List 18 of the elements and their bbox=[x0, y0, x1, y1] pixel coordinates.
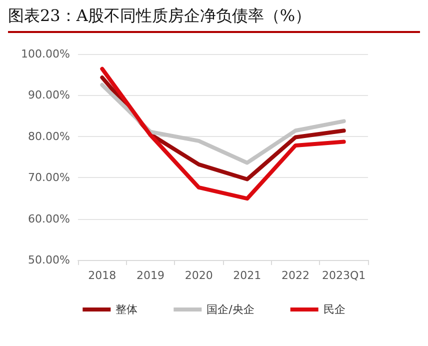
x-tick-label: 2018 bbox=[88, 269, 116, 282]
y-tick-label: 100.00% bbox=[21, 48, 70, 60]
y-tick-label: 70.00% bbox=[28, 171, 70, 184]
legend-label: 国企/央企 bbox=[206, 303, 254, 316]
x-tick-label: 2021 bbox=[233, 269, 262, 282]
x-tick-label: 2020 bbox=[184, 269, 213, 282]
y-tick-label: 50.00% bbox=[28, 254, 70, 266]
line-series bbox=[100, 66, 346, 201]
y-tick-label: 60.00% bbox=[28, 212, 70, 226]
legend-label: 民企 bbox=[323, 303, 346, 316]
legend-label: 整体 bbox=[116, 303, 138, 316]
line-series bbox=[100, 82, 346, 165]
x-tick-label: 2019 bbox=[136, 269, 164, 282]
x-tick-label: 2022 bbox=[282, 269, 310, 282]
y-tick-label: 90.00% bbox=[28, 88, 70, 102]
y-tick-label: 80.00% bbox=[28, 130, 70, 143]
x-tick-label: 2023Q1 bbox=[322, 269, 366, 282]
chart-title: 图表23：A股不同性质房企净负债率（%） bbox=[8, 6, 420, 33]
